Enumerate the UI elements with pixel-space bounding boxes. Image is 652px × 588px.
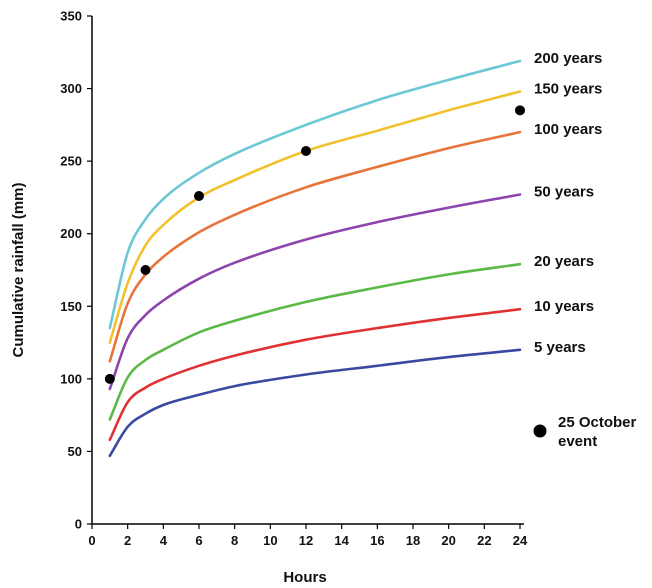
x-tick-label: 2 bbox=[124, 533, 131, 548]
x-tick-label: 12 bbox=[299, 533, 313, 548]
y-tick-label: 350 bbox=[60, 9, 82, 24]
series-label-100-years: 100 years bbox=[534, 121, 602, 138]
series-label-5-years: 5 years bbox=[534, 339, 586, 356]
x-tick-label: 22 bbox=[477, 533, 491, 548]
series-label-150-years: 150 years bbox=[534, 80, 602, 97]
series-line-100-years bbox=[108, 130, 522, 363]
x-tick-label: 16 bbox=[370, 533, 384, 548]
x-tick-label: 6 bbox=[195, 533, 202, 548]
x-tick-label: 4 bbox=[160, 533, 168, 548]
series-line-10-years bbox=[108, 307, 522, 442]
series-line-150-years bbox=[108, 90, 522, 344]
event-points bbox=[104, 105, 525, 384]
y-tick-label: 200 bbox=[60, 226, 82, 241]
x-tick-label: 14 bbox=[334, 533, 349, 548]
x-tick-label: 20 bbox=[441, 533, 455, 548]
x-ticks: 0 2 4 6 8 10 12 14 16 18 20 22 24 bbox=[88, 524, 528, 548]
y-axis-title: Cumulative rainfall (mm) bbox=[10, 182, 27, 357]
series-lines bbox=[108, 59, 522, 458]
series-labels: 200 years 150 years 100 years 50 years 20 ye… bbox=[534, 50, 602, 356]
y-tick-label: 150 bbox=[60, 299, 82, 314]
event-point bbox=[140, 265, 151, 275]
x-tick-label: 18 bbox=[406, 533, 420, 548]
series-line-50-years bbox=[108, 193, 522, 391]
series-label-10-years: 10 years bbox=[534, 298, 594, 315]
series-label-200-years: 200 years bbox=[534, 50, 602, 67]
y-ticks: 0 50 100 150 200 250 300 350 bbox=[60, 9, 92, 532]
x-tick-label: 24 bbox=[513, 533, 528, 548]
series-line-20-years bbox=[108, 262, 522, 421]
y-tick-label: 50 bbox=[68, 444, 82, 459]
x-tick-label: 10 bbox=[263, 533, 277, 548]
legend: 25 October event bbox=[533, 414, 637, 450]
y-tick-label: 100 bbox=[60, 371, 82, 386]
legend-event-label-line-2: event bbox=[558, 433, 597, 450]
y-tick-label: 300 bbox=[60, 81, 82, 96]
legend-event-label-line-1: 25 October bbox=[558, 414, 637, 431]
x-axis-title: Hours bbox=[283, 569, 326, 586]
event-point bbox=[515, 105, 525, 116]
event-point bbox=[104, 373, 115, 384]
series-line-5-years bbox=[108, 348, 522, 458]
series-line-200-years bbox=[108, 59, 522, 330]
x-tick-label: 0 bbox=[88, 533, 95, 548]
y-tick-label: 0 bbox=[75, 517, 82, 532]
x-tick-label: 8 bbox=[231, 533, 238, 548]
series-label-50-years: 50 years bbox=[534, 184, 594, 201]
event-point bbox=[301, 145, 311, 156]
axes bbox=[91, 16, 524, 525]
event-point bbox=[194, 190, 204, 201]
legend-event-marker bbox=[533, 424, 547, 438]
series-label-20-years: 20 years bbox=[534, 253, 594, 270]
y-tick-label: 250 bbox=[60, 154, 82, 169]
